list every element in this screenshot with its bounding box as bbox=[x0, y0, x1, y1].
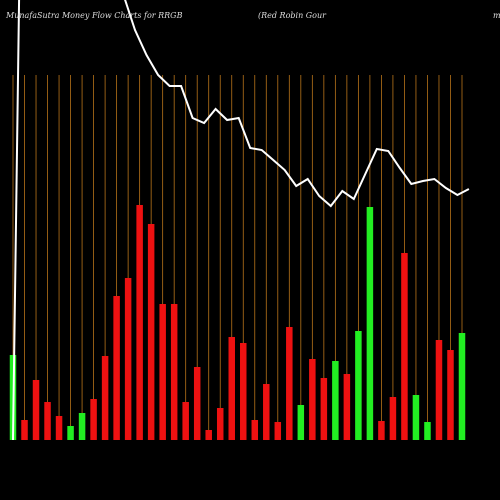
bar bbox=[240, 343, 247, 440]
bar bbox=[401, 253, 408, 440]
price-line bbox=[12, 0, 470, 440]
bar bbox=[274, 422, 282, 440]
bar bbox=[21, 420, 28, 440]
bar bbox=[182, 402, 189, 440]
bar bbox=[424, 422, 431, 440]
bar bbox=[44, 402, 51, 440]
grid bbox=[12, 75, 463, 440]
bar bbox=[159, 304, 166, 440]
bar bbox=[286, 327, 293, 440]
bar bbox=[216, 408, 224, 440]
bar bbox=[297, 405, 305, 440]
bar bbox=[147, 224, 155, 440]
bar bbox=[389, 397, 397, 440]
bar bbox=[332, 361, 339, 440]
bar bbox=[366, 207, 374, 440]
bar bbox=[343, 374, 351, 440]
bars bbox=[9, 205, 466, 440]
bar bbox=[101, 356, 109, 440]
bar bbox=[378, 421, 385, 440]
bar bbox=[251, 420, 259, 440]
bar bbox=[193, 367, 201, 440]
bar bbox=[412, 395, 420, 440]
bar bbox=[32, 380, 40, 440]
bar bbox=[228, 337, 235, 440]
price-line-group bbox=[12, 0, 470, 440]
chart-title: MunafaSutra Money Flow Charts for RRGB bbox=[5, 11, 183, 20]
bar bbox=[205, 430, 212, 440]
bar bbox=[170, 304, 178, 440]
chart-subtitle: (Red Robin Gour bbox=[258, 11, 327, 20]
chart-title-tail: m bbox=[493, 11, 500, 20]
bar bbox=[435, 340, 443, 440]
bar bbox=[309, 359, 316, 440]
bar bbox=[447, 350, 454, 440]
bar bbox=[113, 296, 120, 440]
bar bbox=[124, 278, 132, 440]
bar bbox=[55, 416, 63, 440]
bar bbox=[320, 378, 328, 440]
bar bbox=[355, 331, 362, 440]
bar bbox=[136, 205, 143, 440]
bar bbox=[458, 333, 466, 440]
bar bbox=[78, 413, 86, 440]
bar bbox=[67, 426, 74, 440]
bar bbox=[263, 384, 270, 440]
bar bbox=[90, 399, 97, 440]
